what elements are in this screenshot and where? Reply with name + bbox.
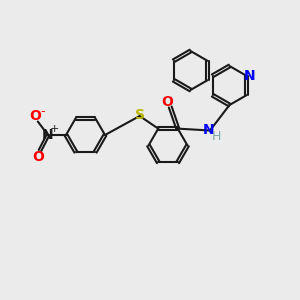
Text: O: O — [161, 95, 173, 109]
Text: O: O — [29, 110, 41, 123]
Text: O: O — [32, 150, 44, 164]
Text: S: S — [135, 108, 145, 122]
Text: -: - — [40, 105, 45, 119]
Text: N: N — [203, 124, 214, 137]
Text: +: + — [50, 124, 59, 134]
Text: H: H — [212, 130, 221, 143]
Text: N: N — [42, 128, 54, 142]
Text: N: N — [244, 69, 256, 83]
